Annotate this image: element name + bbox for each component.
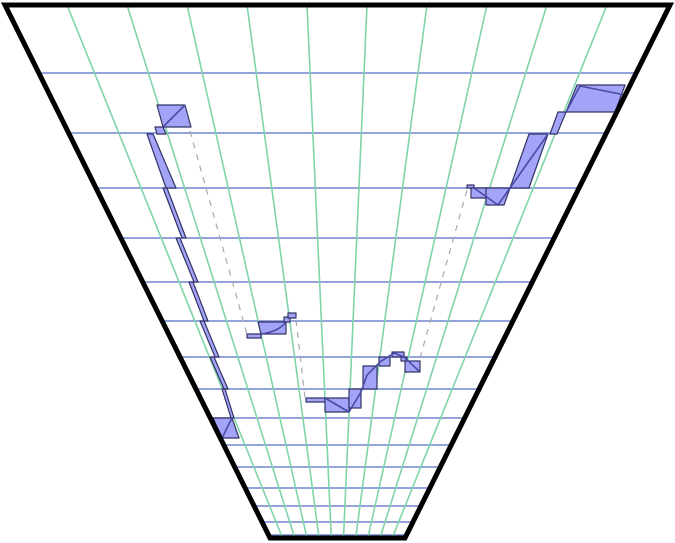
radial-grid-line <box>367 5 488 538</box>
radial-grid-line <box>246 5 320 538</box>
radial-grid-line <box>186 5 308 538</box>
block <box>485 187 511 206</box>
radial-grid-line <box>391 5 608 538</box>
radial-grid-line <box>354 5 428 538</box>
block <box>199 320 220 358</box>
block <box>162 187 187 239</box>
block <box>257 321 287 335</box>
block <box>246 333 262 339</box>
dashed-connector <box>295 319 306 399</box>
connectors <box>189 130 468 399</box>
block <box>146 133 177 189</box>
block <box>209 356 229 390</box>
block <box>221 388 235 419</box>
radial-grid-line <box>66 5 284 538</box>
radial-grid-line <box>379 5 548 538</box>
dashed-connector <box>419 189 468 359</box>
grid <box>5 5 670 538</box>
radial-grid-line <box>126 5 296 538</box>
block <box>348 388 362 409</box>
right-trace <box>466 84 626 207</box>
radial-grid-line <box>342 5 368 538</box>
middle-left-trace <box>246 312 297 339</box>
block <box>188 281 209 322</box>
block <box>362 365 378 390</box>
bottom-trace <box>305 351 421 414</box>
block <box>549 111 567 135</box>
left-trace <box>146 104 240 439</box>
block <box>154 126 167 135</box>
block <box>287 312 297 319</box>
block <box>305 397 326 403</box>
block <box>175 237 199 283</box>
radial-grid-line <box>306 5 333 538</box>
